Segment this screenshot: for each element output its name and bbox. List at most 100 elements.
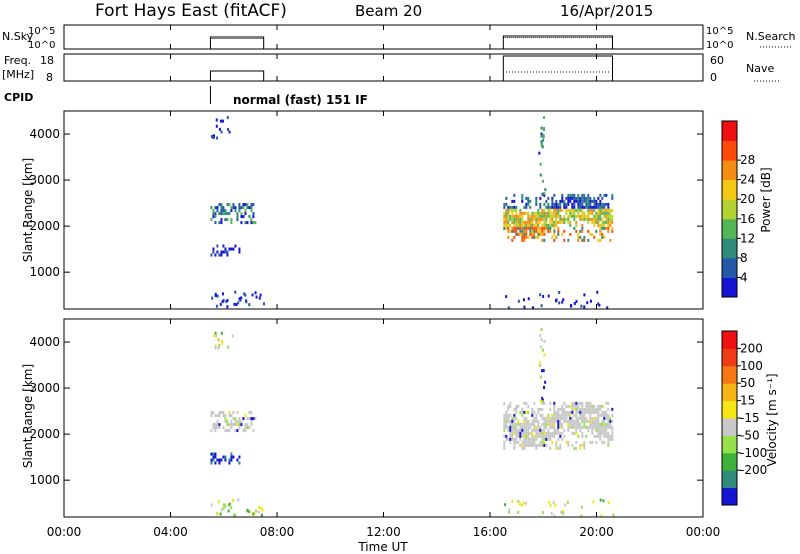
echo-cell bbox=[583, 199, 586, 203]
echo-cell bbox=[215, 304, 218, 308]
echo-cell bbox=[511, 437, 514, 441]
echo-cell bbox=[573, 214, 576, 218]
echo-cell bbox=[533, 235, 536, 239]
echo-cell bbox=[527, 437, 530, 441]
echo-cell bbox=[555, 217, 558, 221]
echo-cell bbox=[242, 417, 245, 421]
echo-cell bbox=[210, 503, 213, 507]
echo-cell bbox=[577, 196, 580, 200]
echo-cell bbox=[545, 223, 548, 227]
echo-cell bbox=[507, 211, 510, 215]
echo-cell bbox=[230, 218, 233, 222]
echo-cell bbox=[521, 407, 524, 411]
echo-cell bbox=[575, 440, 578, 444]
nsky-label: N.Sky bbox=[2, 30, 34, 43]
echo-cell bbox=[581, 410, 584, 414]
colorbar-tick-label: 4 bbox=[740, 270, 748, 284]
echo-cell bbox=[503, 446, 506, 450]
echo-cell bbox=[597, 416, 600, 420]
echo-cell bbox=[567, 413, 570, 417]
echo-cell bbox=[583, 419, 586, 423]
colorbar-tick-label: 12 bbox=[740, 231, 755, 245]
echo-cell bbox=[232, 455, 235, 459]
echo-cell bbox=[553, 208, 556, 212]
echo-cell bbox=[549, 214, 552, 218]
echo-cell bbox=[513, 208, 516, 212]
echo-cell bbox=[551, 440, 554, 444]
echo-cell bbox=[547, 226, 550, 230]
echo-cell bbox=[507, 235, 510, 239]
echo-cell bbox=[525, 425, 528, 429]
echo-cell bbox=[253, 512, 256, 516]
echo-cell bbox=[607, 211, 610, 215]
echo-cell bbox=[527, 422, 530, 426]
echo-cell bbox=[559, 431, 562, 435]
echo-cell bbox=[579, 208, 582, 212]
echo-cell bbox=[238, 423, 241, 427]
echo-cell bbox=[503, 443, 506, 447]
echo-cell bbox=[599, 238, 602, 242]
echo-cell bbox=[567, 196, 570, 200]
colorbar-tick-label: 20 bbox=[740, 192, 755, 206]
echo-cell bbox=[529, 422, 532, 426]
echo-cell bbox=[575, 428, 578, 432]
echo-cell bbox=[250, 206, 253, 210]
echo-cell bbox=[515, 425, 518, 429]
echo-cell bbox=[216, 458, 219, 462]
echo-cell bbox=[218, 127, 221, 131]
echo-cell bbox=[507, 428, 510, 432]
echo-cell bbox=[250, 203, 253, 207]
echo-cell bbox=[252, 203, 255, 207]
echo-cell bbox=[244, 212, 247, 216]
echo-cell bbox=[567, 214, 570, 218]
echo-cell bbox=[595, 202, 598, 206]
echo-cell bbox=[543, 211, 546, 215]
echo-cell bbox=[525, 232, 528, 236]
echo-cell bbox=[224, 455, 227, 459]
echo-cell bbox=[509, 437, 512, 441]
echo-cell bbox=[537, 220, 540, 224]
echo-cell bbox=[537, 443, 540, 447]
echo-cell bbox=[579, 446, 582, 450]
echo-cell bbox=[589, 425, 592, 429]
echo-cell bbox=[560, 510, 563, 514]
echo-cell bbox=[559, 214, 562, 218]
echo-cell bbox=[609, 208, 612, 212]
echo-cell bbox=[551, 196, 554, 200]
echo-cell bbox=[503, 416, 506, 420]
echo-cell bbox=[561, 208, 564, 212]
echo-cell bbox=[593, 422, 596, 426]
echo-cell bbox=[551, 416, 554, 420]
echo-cell bbox=[561, 199, 564, 203]
echo-cell bbox=[503, 223, 506, 227]
echo-cell bbox=[541, 443, 544, 447]
echo-cell bbox=[555, 416, 558, 420]
echo-cell bbox=[527, 214, 530, 218]
echo-cell bbox=[539, 226, 542, 230]
echo-cell bbox=[523, 238, 526, 242]
echo-cell bbox=[601, 440, 604, 444]
echo-cell bbox=[517, 422, 520, 426]
echo-cell bbox=[569, 232, 572, 236]
echo-cell bbox=[555, 235, 558, 239]
echo-cell bbox=[587, 410, 590, 414]
echo-cell bbox=[513, 443, 516, 447]
echo-cell bbox=[589, 232, 592, 236]
echo-cell bbox=[515, 208, 518, 212]
echo-cell bbox=[222, 209, 225, 213]
echo-cell bbox=[535, 229, 538, 233]
echo-cell bbox=[553, 514, 556, 518]
echo-cell bbox=[611, 220, 614, 224]
echo-cell bbox=[591, 205, 594, 209]
echo-cell bbox=[587, 229, 590, 233]
echo-cell bbox=[595, 410, 598, 414]
echo-cell bbox=[214, 212, 217, 216]
echo-cell bbox=[248, 303, 251, 307]
echo-cell bbox=[597, 223, 600, 227]
echo-cell bbox=[525, 416, 528, 420]
echo-cell bbox=[525, 226, 528, 230]
echo-cell bbox=[224, 212, 227, 216]
echo-cell bbox=[607, 413, 610, 417]
echo-cell bbox=[533, 437, 536, 441]
echo-cell bbox=[244, 293, 247, 297]
